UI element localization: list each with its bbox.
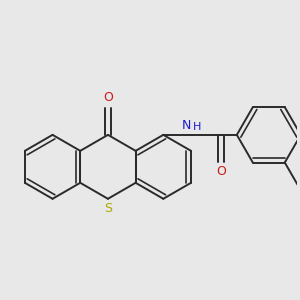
Text: O: O <box>216 165 226 178</box>
Text: O: O <box>103 91 113 104</box>
Text: H: H <box>193 122 201 132</box>
Text: N: N <box>182 119 191 132</box>
Text: S: S <box>104 202 112 215</box>
